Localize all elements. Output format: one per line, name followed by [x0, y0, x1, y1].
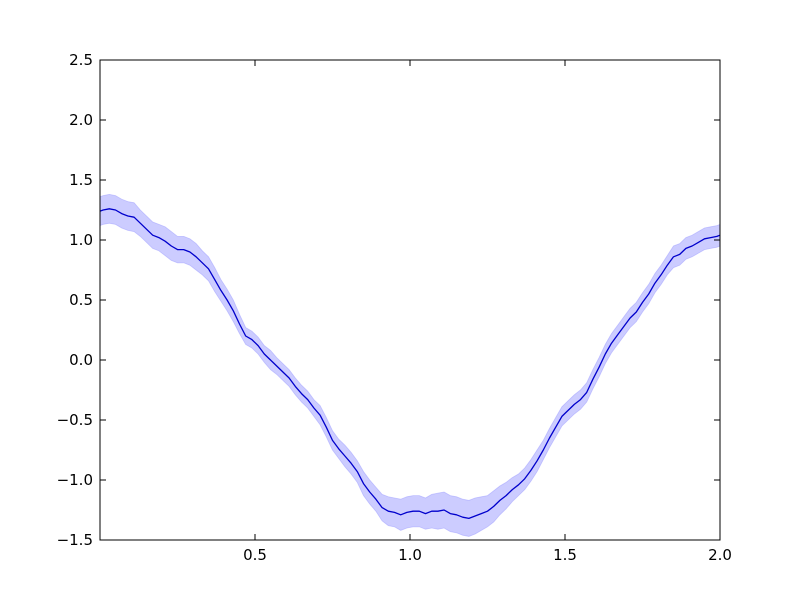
y-tick-label: −0.5	[57, 411, 93, 429]
x-tick-label: 0.5	[243, 546, 267, 564]
y-tick-label: 0.5	[69, 291, 93, 309]
x-axis: 0.5 1.0 1.5 2.0	[243, 60, 732, 564]
mean-line-0	[99, 208, 721, 520]
y-tick-label: −1.0	[57, 471, 93, 489]
x-tick-label: 1.5	[553, 546, 577, 564]
y-tick-label: 1.0	[69, 231, 93, 249]
y-tick-label: 2.5	[69, 51, 93, 69]
y-tick-label: 2.0	[69, 111, 93, 129]
y-tick-label: 0.0	[69, 351, 93, 369]
x-tick-label: 2.0	[708, 546, 732, 564]
plot-background	[100, 60, 720, 540]
y-tick-label: 1.5	[69, 171, 93, 189]
x-tick-label: 1.0	[398, 546, 422, 564]
plot-area	[99, 59, 721, 541]
y-tick-label: −1.5	[57, 531, 93, 549]
y-axis: −1.5 −1.0 −0.5 0.0 0.5 1.0 1.5 2.0 2.5	[57, 51, 720, 549]
